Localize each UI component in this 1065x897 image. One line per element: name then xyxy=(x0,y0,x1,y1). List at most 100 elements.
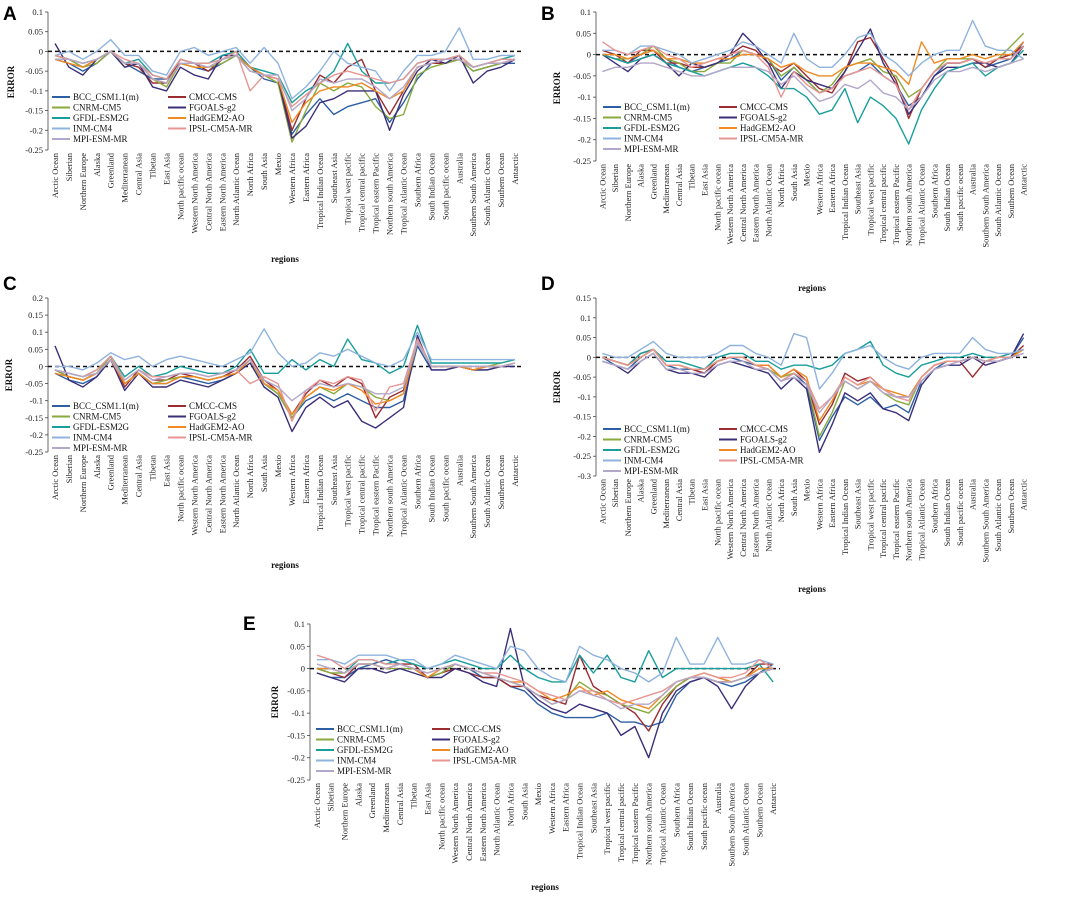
x-tick-label: South Atlantic Ocean xyxy=(993,478,1003,551)
x-tick-label: Central North America xyxy=(738,479,748,557)
legend-entry: CNRM-CM5 xyxy=(624,435,673,445)
series-line xyxy=(602,41,1025,111)
series-line xyxy=(602,58,1024,111)
x-tick-label: Tropical Indian Ocean xyxy=(575,782,585,859)
x-tick-label: Central Asia xyxy=(134,153,144,195)
legend-entry: IPSL-CM5A-MR xyxy=(740,134,804,144)
x-tick-label: Greenland xyxy=(367,782,377,818)
series-line xyxy=(316,663,774,710)
y-tick-label: -0.2 xyxy=(578,135,591,145)
x-tick-label: Southern Africa xyxy=(929,164,939,218)
panel-letter: D xyxy=(541,274,555,295)
x-axis-label: regions xyxy=(531,882,559,892)
series-line xyxy=(316,636,774,683)
x-tick-label: Tibetan xyxy=(148,454,158,480)
series-line xyxy=(316,663,774,714)
x-tick-label: Arctic Ocean xyxy=(597,163,607,209)
x-tick-label: Southern South America xyxy=(727,783,737,867)
series-line xyxy=(602,19,1024,77)
x-tick-label: Eastern Africa xyxy=(827,164,837,213)
x-tick-label: Alaska xyxy=(92,455,102,479)
y-tick-label: -0.05 xyxy=(573,71,591,81)
panel-D: D 0.15 0.1 0.05 0 -0.05 -0.1 -0.15 -0.2 -0.25 -0.3… xyxy=(541,274,1030,594)
legend-entry: CMCC-CMS xyxy=(189,92,237,102)
y-tick-label: -0.15 xyxy=(573,113,591,123)
x-tick-label: Arctic Ocean xyxy=(50,454,60,500)
legend-entry: MPI-ESM-MR xyxy=(73,443,128,453)
x-tick-label: North pacific ocean xyxy=(175,454,185,522)
legend-entry: FGOALS-g2 xyxy=(740,113,787,123)
x-tick-label: Northern south America xyxy=(644,783,654,865)
x-tick-label: North pacific ocean xyxy=(436,782,446,850)
legend-entry: IPSL-CM5A-MR xyxy=(189,124,253,134)
y-tick-label: -0.05 xyxy=(25,379,43,389)
y-tick-label: 0.1 xyxy=(294,619,305,629)
x-tick-label: North Atlantic Ocean xyxy=(763,478,773,551)
x-tick-label: Australia xyxy=(454,455,464,486)
x-tick-label: North Atlantic Ocean xyxy=(492,782,502,855)
x-tick-label: North Africa xyxy=(245,455,255,498)
x-tick-label: Western Africa xyxy=(287,153,297,204)
x-tick-label: Central North America xyxy=(203,455,213,533)
legend-entry: GFDL-ESM2G xyxy=(337,745,394,755)
legend-entry: HadGEM2-AO xyxy=(740,445,796,455)
x-tick-label: Southern South America xyxy=(980,164,990,248)
series-line xyxy=(602,332,1024,390)
y-axis-label: ERROR xyxy=(552,71,562,104)
x-tick-label: Central Asia xyxy=(395,783,405,825)
legend-entry: CMCC-CMS xyxy=(453,724,501,734)
x-tick-label: Southern Ocean xyxy=(496,152,506,207)
x-tick-label: North Africa xyxy=(776,164,786,207)
x-tick-label: East Asia xyxy=(423,783,433,815)
legend-entry: CNRM-CM5 xyxy=(73,103,122,113)
x-tick-label: Tropical central pacific xyxy=(878,164,888,243)
x-tick-label: South Atlantic Ocean xyxy=(482,152,492,225)
x-tick-label: Tropical central pacific xyxy=(616,783,626,862)
x-tick-label: Australia xyxy=(968,164,978,195)
y-tick-label: -0.2 xyxy=(30,430,43,440)
x-tick-label: Southern South America xyxy=(468,153,478,237)
y-tick-label: 0.1 xyxy=(32,327,43,337)
x-axis-label: regions xyxy=(798,283,826,293)
legend-entry: IPSL-CM5A-MR xyxy=(453,756,517,766)
y-axis-label: ERROR xyxy=(4,358,14,391)
series-line xyxy=(602,352,1024,414)
x-axis-label: regions xyxy=(271,254,299,264)
series-line xyxy=(602,348,1024,410)
y-tick-label: 0 xyxy=(39,46,43,56)
x-tick-label: Tropical Indian Ocean xyxy=(315,454,325,531)
x-tick-label: Southeast Asia xyxy=(329,455,339,506)
x-tick-label: Tibetan xyxy=(687,478,697,504)
x-tick-label: Antarctic xyxy=(510,153,520,185)
series-line xyxy=(55,50,516,112)
legend-entry: HadGEM2-AO xyxy=(189,422,245,432)
y-tick-label: -0.25 xyxy=(287,775,305,785)
x-tick-label: Eastern North America xyxy=(751,479,761,558)
x-tick-label: Tropical central pacific xyxy=(878,479,888,558)
y-tick-label: -0.3 xyxy=(578,471,591,481)
x-tick-label: Siberian xyxy=(610,163,620,192)
x-tick-label: Greenland xyxy=(106,454,116,490)
x-tick-label: Southeast Asia xyxy=(853,164,863,215)
x-tick-label: Antarctic xyxy=(768,783,778,815)
legend-entry: HadGEM2-AO xyxy=(189,113,245,123)
x-tick-label: Southern Ocean xyxy=(1006,478,1016,533)
x-tick-label: North pacific ocean xyxy=(712,163,722,231)
series-line xyxy=(54,43,516,139)
panel-letter: E xyxy=(243,614,256,635)
x-tick-label: Western North America xyxy=(450,783,460,864)
y-tick-label: 0.1 xyxy=(580,313,591,323)
y-tick-label: 0 xyxy=(587,352,591,362)
legend-entry: GFDL-ESM2G xyxy=(73,422,130,432)
panel-letter: C xyxy=(3,274,17,295)
x-tick-label: Greenland xyxy=(648,478,658,514)
legend-entry: INM-CM4 xyxy=(337,756,377,766)
legend-entry: CNRM-CM5 xyxy=(73,412,122,422)
x-tick-label: Antarctic xyxy=(1019,479,1029,511)
x-tick-label: North Africa xyxy=(245,153,255,196)
legend-entry: INM-CM4 xyxy=(624,134,664,144)
x-tick-label: South pacific ocean xyxy=(440,454,450,522)
x-tick-label: Eastern Africa xyxy=(301,455,311,504)
x-tick-label: Eastern North America xyxy=(478,783,488,862)
